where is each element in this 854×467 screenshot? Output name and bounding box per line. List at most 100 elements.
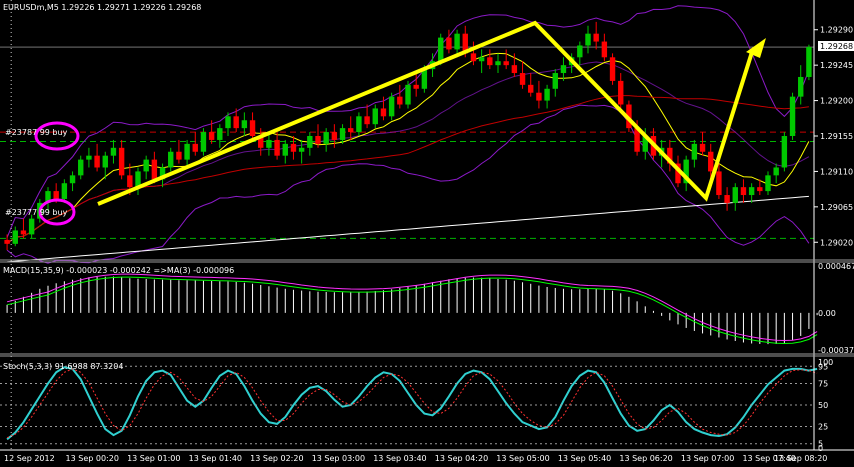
candle-body <box>798 76 804 97</box>
stoch-header: Stoch(5,3,3) 91.6988 87.3204 <box>3 362 123 371</box>
candle-body <box>241 120 248 129</box>
candle-body <box>258 136 264 148</box>
order-label-2: #23777 99 buy <box>5 208 68 217</box>
candle-body <box>634 128 640 152</box>
candle-body <box>192 143 198 152</box>
time-tick-label: 13 Sep 01:40 <box>189 454 242 463</box>
candle-body <box>781 136 788 168</box>
candle-body <box>528 84 534 93</box>
candle-body <box>20 230 27 235</box>
stoch-tick-label: 50 <box>818 401 828 410</box>
candle-body <box>159 167 166 180</box>
trend-annotation-arrowhead <box>746 38 766 58</box>
order-label-1: #23787 99 buy <box>5 128 68 137</box>
candle-body <box>544 88 550 101</box>
price-tick-label: 1.29290 <box>820 26 853 35</box>
candle-body <box>307 136 313 148</box>
price-tick-label: 1.29200 <box>820 97 853 106</box>
highlight-circle-2 <box>38 198 76 226</box>
candle-body <box>601 41 608 58</box>
candle-body <box>716 171 722 196</box>
candle-body <box>348 128 354 133</box>
candle-body <box>397 96 403 105</box>
stoch-tick-label: 75 <box>818 380 828 389</box>
price-tick-label: 1.29020 <box>820 238 853 247</box>
candle-body <box>438 37 444 62</box>
current-price-box <box>818 41 854 51</box>
stoch-main-line <box>6 366 818 441</box>
main-chart-header: EURUSDm,M5 1.29226 1.29271 1.29226 1.292… <box>3 3 201 12</box>
candle-body <box>454 33 460 50</box>
trend-annotation-path <box>97 20 754 206</box>
stoch-tick-label: 25 <box>818 423 828 432</box>
macd-tick-label: -0.00037 <box>818 346 854 355</box>
candle-body <box>274 139 280 156</box>
candle-body <box>45 191 51 203</box>
candle-body <box>323 132 329 144</box>
candle-body <box>609 57 616 81</box>
candle-body <box>290 143 297 152</box>
macd-tick-label: 0.000467 <box>818 262 854 271</box>
candle-body <box>462 33 468 54</box>
candle-body <box>364 116 370 125</box>
time-tick-label: 13 Sep 03:00 <box>312 454 365 463</box>
candle-body <box>552 73 558 89</box>
time-tick-label: 13 Sep 05:40 <box>558 454 611 463</box>
candle-body <box>413 84 419 89</box>
candle-body <box>789 96 796 136</box>
candle-body <box>683 159 689 184</box>
candle-body <box>732 187 738 203</box>
candle-body <box>225 116 231 129</box>
candle-body <box>372 108 378 125</box>
candle-body <box>618 80 624 105</box>
candle-body <box>748 187 755 196</box>
time-tick-label: 13 Sep 05:00 <box>496 454 549 463</box>
candle-body <box>585 33 591 46</box>
candle-body <box>200 132 207 152</box>
candle-body <box>593 33 599 42</box>
candle-body <box>61 183 68 199</box>
stoch-tick-label: 100 <box>818 358 833 367</box>
candle-body <box>4 239 10 244</box>
candle-body <box>470 53 477 62</box>
price-tick-label: 1.29155 <box>820 132 853 141</box>
candle-body <box>176 151 182 160</box>
candle-body <box>642 136 648 152</box>
candle-body <box>168 151 174 168</box>
candle-body <box>765 175 771 192</box>
candle-body <box>86 155 92 160</box>
candle-body <box>421 69 428 89</box>
candle-body <box>110 147 117 156</box>
candle-body <box>487 57 493 66</box>
candle-body <box>118 147 125 176</box>
candle-body <box>560 65 567 74</box>
candle-body <box>249 120 256 136</box>
stoch-signal-line <box>6 368 818 439</box>
time-tick-label: 13 Sep 03:40 <box>373 454 426 463</box>
candle-body <box>740 187 747 196</box>
current-price-label: 1.29268 <box>820 42 853 51</box>
candle-body <box>577 45 583 58</box>
candle-body <box>699 143 706 152</box>
candle-body <box>266 139 272 148</box>
candle-body <box>53 191 59 199</box>
macd-header: MACD(15,35,9) -0.000023 -0.000242 =>MA(3… <box>3 266 234 275</box>
candle-body <box>519 73 526 85</box>
candle-body <box>12 230 18 244</box>
candle-body <box>478 57 485 62</box>
candle-body <box>380 108 387 117</box>
time-tick-label: 13 Sep 06:20 <box>619 454 672 463</box>
candle-body <box>233 116 239 129</box>
macd-ma-line <box>6 276 818 345</box>
candle-body <box>708 151 714 172</box>
macd-signal-line <box>6 273 818 342</box>
candle-body <box>339 128 346 140</box>
time-tick-label: 13 Sep 07:40 <box>742 454 795 463</box>
candle-body <box>143 159 149 172</box>
time-tick-label: 13 Sep 04:20 <box>435 454 488 463</box>
candle-body <box>298 147 305 152</box>
candle-body <box>151 159 158 180</box>
price-tick-label: 1.29110 <box>820 167 853 176</box>
candle-body <box>127 175 133 188</box>
